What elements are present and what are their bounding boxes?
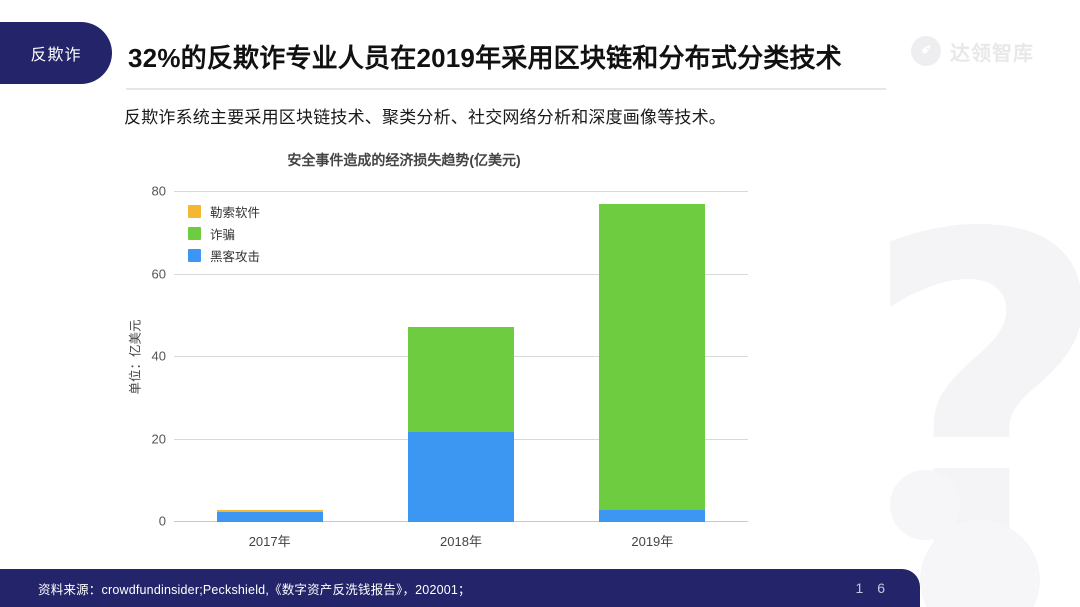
chart-bar[interactable]: 2017年 <box>216 509 323 549</box>
section-badge: 反欺诈 <box>0 22 112 84</box>
loss-trend-chart: 安全事件造成的经济损失趋势(亿美元) 单位：亿美元 勒索软件诈骗黑客攻击 0 20… <box>124 150 824 550</box>
legend-swatch <box>188 205 201 218</box>
brand-logo: 达领智库 <box>911 36 1034 66</box>
chart-legend: 勒索软件诈骗黑客攻击 <box>188 202 260 268</box>
page-number: 1 6 <box>855 580 890 596</box>
legend-swatch <box>188 249 201 262</box>
brand-logo-text: 达领智库 <box>950 42 1034 65</box>
y-axis-tick: 20 <box>151 431 166 446</box>
legend-label: 黑客攻击 <box>210 250 261 264</box>
y-axis-label: 单位：亿美元 <box>128 319 143 395</box>
chart-gridline: 60 <box>152 266 748 281</box>
chart-bar-segment[interactable] <box>599 509 706 522</box>
y-axis-tick: 60 <box>151 266 166 281</box>
chart-bar-segment[interactable] <box>216 509 323 513</box>
x-axis-tick: 2017年 <box>248 534 291 549</box>
page-title: 32%的反欺诈专业人员在2019年采用区块链和分布式分类技术 <box>128 43 842 73</box>
chart-bar[interactable]: 2018年 <box>408 326 514 549</box>
rocket-icon <box>911 36 941 66</box>
legend-label: 勒索软件 <box>210 206 261 220</box>
chart-gridline: 80 <box>152 184 748 199</box>
watermark-circle-2 <box>890 470 960 540</box>
x-axis-tick: 2019年 <box>631 534 674 549</box>
source-text: 资料来源：crowdfundinsider;Peckshield,《数字资产反洗… <box>38 582 471 597</box>
footer-bar: 资料来源：crowdfundinsider;Peckshield,《数字资产反洗… <box>0 569 920 607</box>
chart-bar-segment[interactable] <box>216 512 323 522</box>
legend-item[interactable]: 勒索软件 <box>188 202 260 221</box>
legend-label: 诈骗 <box>210 228 236 242</box>
page-subtitle: 反欺诈系统主要采用区块链技术、聚类分析、社交网络分析和深度画像等技术。 <box>124 108 726 127</box>
y-axis-tick: 80 <box>151 183 166 199</box>
chart-bar-segment[interactable] <box>599 204 706 510</box>
legend-item[interactable]: 诈骗 <box>188 224 260 243</box>
chart-title: 安全事件造成的经济损失趋势(亿美元) <box>287 152 521 168</box>
y-axis-tick: 40 <box>151 348 166 364</box>
section-badge-label: 反欺诈 <box>30 47 82 64</box>
y-axis-tick: 0 <box>158 513 166 529</box>
chart-bar-segment[interactable] <box>408 432 514 522</box>
chart-plot-area: 单位：亿美元 勒索软件诈骗黑客攻击 0 20 40 60 80 2017年 2018年 201… <box>129 184 748 549</box>
chart-bar-segment[interactable] <box>408 326 514 433</box>
title-divider <box>126 88 886 90</box>
x-axis-tick: 2018年 <box>440 534 482 549</box>
chart-bar[interactable]: 2019年 <box>599 204 706 549</box>
legend-swatch <box>188 227 201 240</box>
legend-item[interactable]: 黑客攻击 <box>188 246 260 265</box>
